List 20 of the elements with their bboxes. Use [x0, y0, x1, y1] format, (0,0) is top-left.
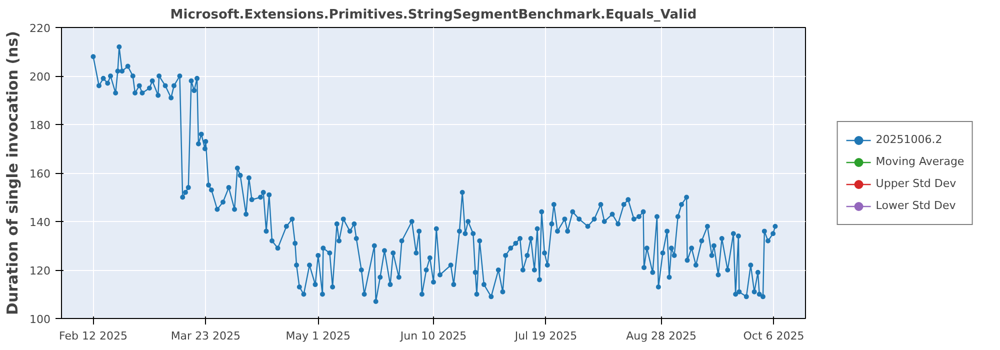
legend-label: Upper Std Dev: [876, 177, 956, 190]
x-tick-label: Mar 23 2025: [170, 330, 241, 342]
x-tick-label: Aug 28 2025: [626, 330, 697, 342]
y-tick-label: 140: [30, 216, 51, 229]
y-tick-label: 160: [30, 168, 51, 180]
x-tick-label: Jun 10 2025: [399, 330, 467, 342]
legend-label: Moving Average: [876, 155, 964, 168]
y-tick-label: 120: [30, 264, 51, 278]
legend-label: Lower Std Dev: [876, 199, 956, 212]
y-tick-label: 220: [30, 22, 51, 35]
x-tick-label: Feb 12 2025: [58, 330, 128, 342]
y-axis-title: Duration of single invocation (ns): [4, 31, 22, 315]
chart-title: Microsoft.Extensions.Primitives.StringSegmentBenchmark.Equals_Valid: [170, 8, 697, 22]
y-tick-label: 180: [30, 119, 51, 132]
legend-label: 20251006.2: [876, 133, 942, 146]
y-tick-label: 200: [30, 70, 51, 84]
y-tick-label: 100: [30, 313, 51, 326]
x-tick-label: Oct 6 2025: [743, 330, 804, 342]
x-tick-label: May 1 2025: [286, 330, 351, 342]
x-tick-label: Jul 19 2025: [514, 330, 578, 342]
